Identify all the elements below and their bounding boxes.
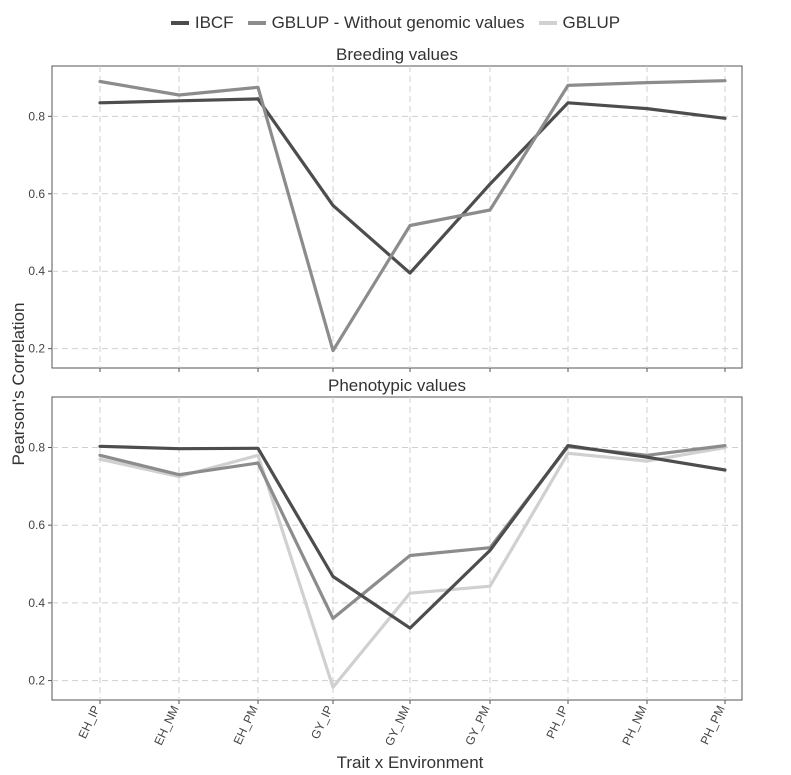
x-tick-label: GY_NM <box>382 703 413 748</box>
legend-label: IBCF <box>194 13 234 32</box>
legend-swatch <box>247 21 266 25</box>
y-tick-label: 0.8 <box>28 109 45 123</box>
legend-label: GBLUP <box>562 13 621 32</box>
y-tick-label: 0.4 <box>28 264 45 278</box>
legend: IBCF GBLUP - Without genomic values GBLUP <box>0 10 791 36</box>
panel-border <box>51 65 743 369</box>
legend-item: IBCF <box>170 13 234 33</box>
series-line-gblup-without-genomic-values <box>98 79 727 353</box>
series-line-ibcf <box>98 97 727 275</box>
y-tick-label: 0.2 <box>28 674 45 688</box>
y-tick-label: 0.4 <box>28 596 45 610</box>
x-tick-label: EH_IP <box>75 703 102 740</box>
x-tick-label: EH_NM <box>151 703 181 747</box>
legend-swatch <box>170 21 189 25</box>
y-tick-label: 0.2 <box>28 342 45 356</box>
panel-title: Phenotypic values <box>328 376 466 395</box>
y-tick-label: 0.8 <box>28 441 45 455</box>
x-tick-label: GY_PM <box>462 703 492 747</box>
x-axis-title: Trait x Environment <box>337 753 484 772</box>
x-tick-label: EH_PM <box>231 703 261 746</box>
panel-title: Breeding values <box>336 45 458 64</box>
x-tick-label: PH_PM <box>698 703 728 746</box>
legend-swatch <box>538 21 557 25</box>
x-tick-label: PH_IP <box>543 703 570 740</box>
legend-item: GBLUP - Without genomic values <box>247 13 525 33</box>
legend-item: GBLUP <box>538 13 621 33</box>
y-tick-label: 0.6 <box>28 518 45 532</box>
legend-label: GBLUP - Without genomic values <box>271 13 525 32</box>
panel-border <box>51 396 743 701</box>
x-tick-label: GY_IP <box>308 703 336 741</box>
y-axis-title: Pearson's Correlation <box>9 303 28 466</box>
y-tick-label: 0.6 <box>28 187 45 201</box>
series-line-ibcf <box>98 444 727 630</box>
x-tick-label: PH_NM <box>619 703 649 747</box>
